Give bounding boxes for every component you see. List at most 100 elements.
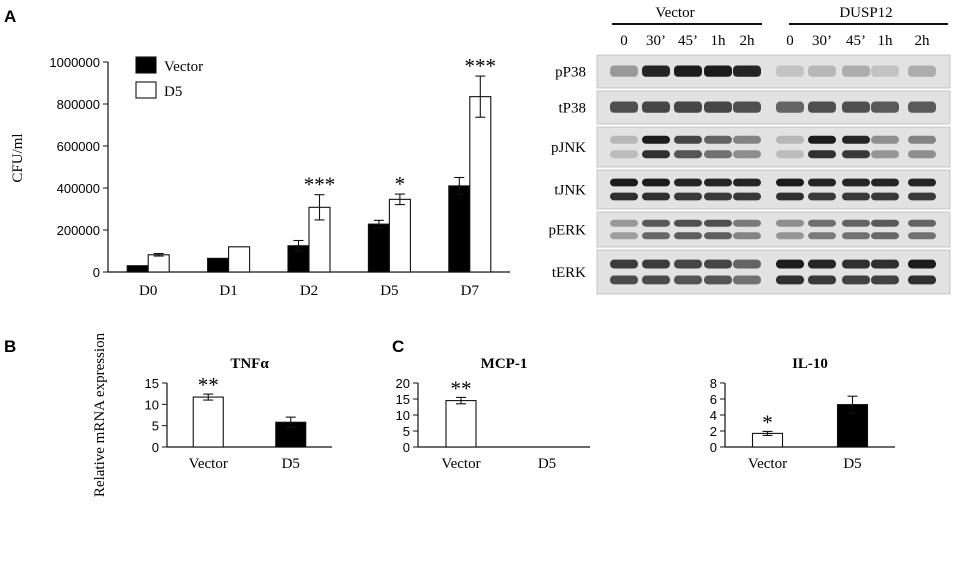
blot-band <box>642 219 670 227</box>
blot-timepoint-label: 0 <box>786 33 794 49</box>
blot-band <box>642 135 670 144</box>
blot-band <box>674 150 702 159</box>
blot-band <box>842 150 870 159</box>
blot-timepoint-label: 1h <box>711 33 727 49</box>
blot-band <box>842 192 870 201</box>
blot-band <box>674 275 702 285</box>
blot-strip-terk <box>596 249 951 295</box>
cfu-category-label: D5 <box>380 283 398 299</box>
blot-band <box>642 192 670 201</box>
blot-band <box>733 150 761 159</box>
cfu-y-tick-label: 600000 <box>57 139 100 154</box>
il10-y-tick-label: 0 <box>710 440 717 455</box>
tnfa-y-tick-label: 15 <box>145 376 159 391</box>
blot-band <box>610 219 638 227</box>
blot-band <box>776 232 804 240</box>
blot-band <box>674 101 702 113</box>
blot-strip-perk <box>596 211 951 248</box>
blot-band <box>776 135 804 144</box>
tnfa-y-tick-label: 10 <box>145 397 159 412</box>
blot-band <box>908 178 936 187</box>
il10-y-tick-label: 6 <box>710 392 717 407</box>
blot-band <box>776 150 804 159</box>
cfu-category-label: D2 <box>300 283 318 299</box>
blot-row-label: pERK <box>549 223 587 239</box>
blot-band <box>776 275 804 285</box>
blot-strip-tjnk <box>596 169 951 210</box>
blot-band <box>908 232 936 240</box>
cfu-y-tick-label: 200000 <box>57 223 100 238</box>
blot-band <box>704 192 732 201</box>
blot-band <box>610 275 638 285</box>
blot-band <box>610 259 638 269</box>
blot-band <box>842 65 870 77</box>
mcp1-y-tick-label: 0 <box>403 440 410 455</box>
blot-band <box>704 65 732 77</box>
cfu-category-label: D1 <box>219 283 237 299</box>
legend-label-vector: Vector <box>164 59 203 75</box>
blot-band <box>610 192 638 201</box>
blot-band <box>610 178 638 187</box>
blot-band <box>610 65 638 77</box>
cfu-y-axis-label: CFU/ml <box>10 133 26 182</box>
blot-band <box>642 150 670 159</box>
cfu-bar-vector <box>207 257 230 273</box>
blot-band <box>704 150 732 159</box>
blot-band <box>908 150 936 159</box>
blot-timepoint-label: 2h <box>915 33 931 49</box>
blot-band <box>871 65 899 77</box>
blot-timepoint-label: 30’ <box>646 33 666 49</box>
blot-band <box>733 219 761 227</box>
cfu-bar-d5 <box>469 96 492 273</box>
blot-band <box>674 135 702 144</box>
blot-band <box>776 65 804 77</box>
mcp1-bar <box>445 400 477 448</box>
blot-band <box>808 275 836 285</box>
blot-band <box>733 65 761 77</box>
tnfa-title: TNFα <box>230 356 269 372</box>
blot-band <box>674 232 702 240</box>
blot-band <box>871 150 899 159</box>
tnfa-significance-label: ** <box>198 373 219 397</box>
blot-band <box>871 178 899 187</box>
mcp1-category-label: Vector <box>441 456 480 472</box>
blot-band <box>733 232 761 240</box>
western-blot: Vector DUSP12 0 30’ 45’ 1h 2h 0 30’ 45’ 1h 2h pP38 tP… <box>549 5 951 295</box>
blot-band <box>908 219 936 227</box>
cfu-significance-label: *** <box>304 173 336 197</box>
blot-band <box>808 192 836 201</box>
cfu-y-tick-label: 400000 <box>57 181 100 196</box>
blot-band <box>642 232 670 240</box>
tnfa-bar <box>192 396 224 448</box>
blot-band <box>610 232 638 240</box>
cfu-bar-vector <box>367 223 390 273</box>
legend-label-d5: D5 <box>164 84 182 100</box>
blot-band <box>908 192 936 201</box>
blot-band <box>842 259 870 269</box>
blot-band <box>704 178 732 187</box>
blot-band <box>704 259 732 269</box>
cfu-y-tick-label: 0 <box>93 265 100 280</box>
cfu-y-tick-label: 1000000 <box>49 55 100 70</box>
blot-band <box>808 65 836 77</box>
blot-timepoint-label: 0 <box>620 33 628 49</box>
blot-band <box>871 259 899 269</box>
blot-band <box>674 178 702 187</box>
mcp1-title: MCP-1 <box>481 356 528 372</box>
blot-band <box>776 101 804 113</box>
blot-band <box>842 135 870 144</box>
blot-band <box>674 219 702 227</box>
tnfa-y-axis-label: Relative mRNA expression <box>92 332 108 497</box>
cfu-bar-vector <box>448 185 471 273</box>
blot-band <box>842 219 870 227</box>
blot-band <box>776 219 804 227</box>
blot-band <box>776 178 804 187</box>
blot-band <box>704 101 732 113</box>
cfu-bar-vector <box>126 265 149 273</box>
blot-group-label: DUSP12 <box>839 5 892 21</box>
tnfa-y-tick-label: 5 <box>152 419 159 434</box>
blot-band <box>871 192 899 201</box>
